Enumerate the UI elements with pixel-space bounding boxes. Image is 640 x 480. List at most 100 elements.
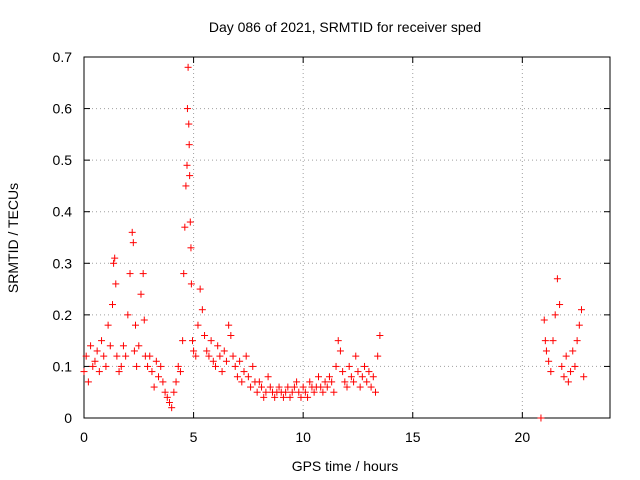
x-tick-label: 0 <box>80 429 88 445</box>
data-point <box>104 321 112 329</box>
data-point <box>347 373 355 381</box>
data-point <box>258 383 266 391</box>
data-point <box>140 316 148 324</box>
data-point <box>174 362 182 370</box>
data-point <box>212 362 219 370</box>
tick-layer: 0 5 10 15 20 0 0.1 0.2 0.3 0.4 0.5 0.6 0.7 <box>53 49 610 445</box>
data-point <box>186 172 194 180</box>
data-point <box>301 388 309 396</box>
data-point <box>365 368 373 376</box>
data-point <box>180 270 188 278</box>
data-point <box>240 368 248 376</box>
data-point <box>553 275 561 283</box>
data-point <box>168 404 176 412</box>
data-point <box>578 306 586 314</box>
data-point <box>157 362 165 370</box>
y-tick-label: 0.1 <box>53 358 73 374</box>
data-point <box>187 280 195 288</box>
data-point <box>369 373 377 381</box>
data-point <box>132 321 140 329</box>
data-point <box>371 388 379 396</box>
y-axis-title: SRMTID / TECUs <box>5 183 21 293</box>
data-point <box>152 357 160 365</box>
data-point <box>247 383 255 391</box>
data-point <box>201 331 209 339</box>
data-point <box>266 383 274 391</box>
data-point <box>295 388 303 396</box>
data-point <box>343 383 351 391</box>
data-point <box>119 342 127 350</box>
data-point <box>376 331 384 339</box>
data-point <box>129 239 137 247</box>
data-point <box>122 352 130 360</box>
data-point <box>560 373 568 381</box>
data-point <box>135 342 143 350</box>
data-point <box>306 378 314 386</box>
data-point <box>374 352 382 360</box>
data-point <box>328 378 336 386</box>
data-point <box>542 347 550 355</box>
data-point <box>106 342 114 350</box>
y-tick-label: 0.7 <box>53 49 73 65</box>
data-point <box>332 362 340 370</box>
data-point <box>112 280 120 288</box>
data-point <box>330 388 338 396</box>
data-point <box>323 383 331 391</box>
data-point <box>108 301 116 309</box>
x-tick-label: 15 <box>405 429 421 445</box>
data-point <box>163 393 171 401</box>
data-point <box>91 357 99 365</box>
data-point <box>98 337 106 345</box>
data-point <box>214 342 222 350</box>
data-point <box>284 383 292 391</box>
y-tick-label: 0.4 <box>53 204 73 220</box>
data-point <box>203 347 211 355</box>
data-point <box>205 352 213 360</box>
data-point <box>159 378 167 386</box>
data-point <box>551 311 559 319</box>
data-point <box>192 352 200 360</box>
data-point <box>80 368 88 376</box>
data-point <box>179 337 187 345</box>
data-point <box>354 368 362 376</box>
data-point <box>113 352 121 360</box>
data-point <box>187 244 195 252</box>
data-point <box>573 337 581 345</box>
data-point <box>227 331 235 339</box>
data-point <box>567 368 575 376</box>
data-point <box>82 352 90 360</box>
data-point <box>575 321 583 329</box>
data-point <box>350 378 358 386</box>
data-point <box>321 378 329 386</box>
data-point <box>231 362 239 370</box>
data-point <box>339 368 347 376</box>
data-point <box>117 362 125 370</box>
data-point <box>264 373 272 381</box>
data-point <box>299 383 307 391</box>
data-point <box>183 161 191 169</box>
data-point <box>341 378 349 386</box>
data-point <box>541 337 549 345</box>
data-point <box>558 362 566 370</box>
y-tick-label: 0.3 <box>53 255 73 271</box>
data-point <box>319 388 327 396</box>
data-point <box>209 357 217 365</box>
points-layer <box>80 63 588 422</box>
data-point <box>334 337 342 345</box>
data-point <box>290 383 298 391</box>
data-point <box>325 373 333 381</box>
data-point <box>87 342 95 350</box>
data-point <box>133 362 141 370</box>
data-point <box>255 378 263 386</box>
data-point <box>176 368 184 376</box>
x-tick-label: 5 <box>190 429 198 445</box>
data-point <box>218 368 226 376</box>
data-point <box>262 388 270 396</box>
data-point <box>282 388 290 396</box>
data-point <box>249 362 257 370</box>
data-point <box>161 388 169 396</box>
data-point <box>185 141 193 149</box>
data-point <box>260 393 268 401</box>
data-point <box>233 373 241 381</box>
data-point <box>137 290 145 298</box>
